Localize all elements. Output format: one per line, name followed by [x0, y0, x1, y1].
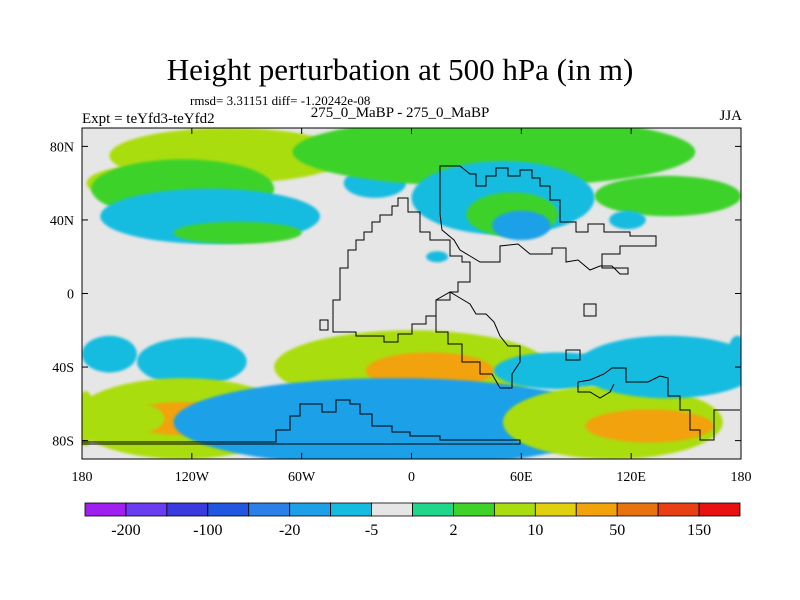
y-tick-label-1: 40N — [50, 214, 74, 229]
colorbar-label-1: -100 — [193, 522, 222, 539]
coastline-island-a — [319, 319, 329, 331]
coastline-australia — [577, 367, 740, 441]
colorbar-swatch-8 — [412, 502, 454, 517]
colorbar-swatch-10 — [493, 502, 536, 517]
y-tick-label-3: 40S — [52, 361, 74, 376]
anomaly-region-12 — [426, 251, 449, 263]
anomaly-region-16 — [136, 337, 247, 386]
x-tick-label-3: 0 — [408, 470, 415, 485]
stats-text: rmsd= 3.31151 diff= -1.20242e-08 — [190, 93, 371, 108]
colorbar-swatch-3 — [207, 502, 250, 517]
colorbar-swatch-2 — [166, 502, 209, 517]
x-tick-label-5: 120E — [616, 470, 646, 485]
chart-title: Height perturbation at 500 hPa (in m) — [166, 52, 634, 87]
colorbar-swatch-12 — [575, 502, 618, 517]
season-label: JJA — [719, 108, 742, 124]
colorbar-swatch-14 — [657, 502, 700, 517]
coastline-island-b — [565, 349, 581, 361]
anomaly-region-6 — [292, 128, 696, 187]
x-tick-label-6: 180 — [731, 470, 752, 485]
colorbar-label-0: -200 — [111, 522, 140, 539]
colorbar-label-2: -20 — [279, 522, 300, 539]
x-tick-label-2: 60W — [288, 470, 316, 485]
coastline-americas — [332, 197, 471, 343]
anomaly-region-9 — [492, 210, 551, 241]
anomaly-region-24 — [585, 409, 714, 443]
colorbar-swatch-6 — [330, 502, 372, 517]
colorbar: -200 -100 -20 -5 2 10 50 150 — [84, 502, 741, 539]
x-tick-label-4: 60E — [510, 470, 533, 485]
colorbar-swatch-15 — [698, 502, 741, 517]
anomaly-field — [82, 128, 741, 459]
anomaly-region-27 — [82, 390, 95, 447]
anomaly-region-11 — [609, 210, 646, 230]
colorbar-swatch-9 — [453, 502, 495, 517]
axis-ticks: 180 120W 60W 0 60E 120E 180 80N 40N 0 40S 80S — [50, 128, 752, 485]
colorbar-swatch-11 — [534, 502, 577, 517]
anomaly-region-10 — [594, 175, 741, 217]
colorbar-swatch-5 — [289, 502, 332, 517]
coastline-antarctica — [82, 399, 521, 445]
chart-subtitle: 275_0_MaBP - 275_0_MaBP — [310, 105, 490, 121]
colorbar-label-5: 10 — [527, 522, 543, 539]
y-tick-label-4: 80S — [52, 435, 74, 450]
anomaly-region-26 — [728, 335, 741, 369]
anomaly-region-25 — [576, 335, 741, 399]
colorbar-label-6: 50 — [609, 522, 625, 539]
coastline-eurasia — [439, 165, 657, 275]
colorbar-swatch-7 — [371, 502, 413, 517]
coastline — [82, 165, 740, 445]
colorbar-swatch-0 — [84, 502, 127, 517]
experiment-label: Expt = teYfd3-teYfd2 — [82, 111, 215, 127]
coastline-island-c — [583, 303, 597, 317]
colorbar-label-4: 2 — [449, 522, 457, 539]
x-tick-label-1: 120W — [175, 470, 210, 485]
colorbar-label-7: 150 — [687, 522, 711, 539]
y-tick-label-2: 0 — [67, 288, 74, 303]
anomaly-region-19 — [109, 403, 165, 434]
colorbar-swatch-13 — [616, 502, 659, 517]
anomaly-region-15 — [82, 335, 137, 373]
colorbar-label-3: -5 — [365, 522, 378, 539]
colorbar-swatch-1 — [125, 502, 168, 517]
y-tick-label-0: 80N — [50, 140, 74, 155]
colorbar-swatch-4 — [248, 502, 291, 517]
anomaly-region-4 — [173, 221, 302, 244]
x-tick-label-0: 180 — [72, 470, 93, 485]
coastline-africa — [435, 291, 521, 389]
